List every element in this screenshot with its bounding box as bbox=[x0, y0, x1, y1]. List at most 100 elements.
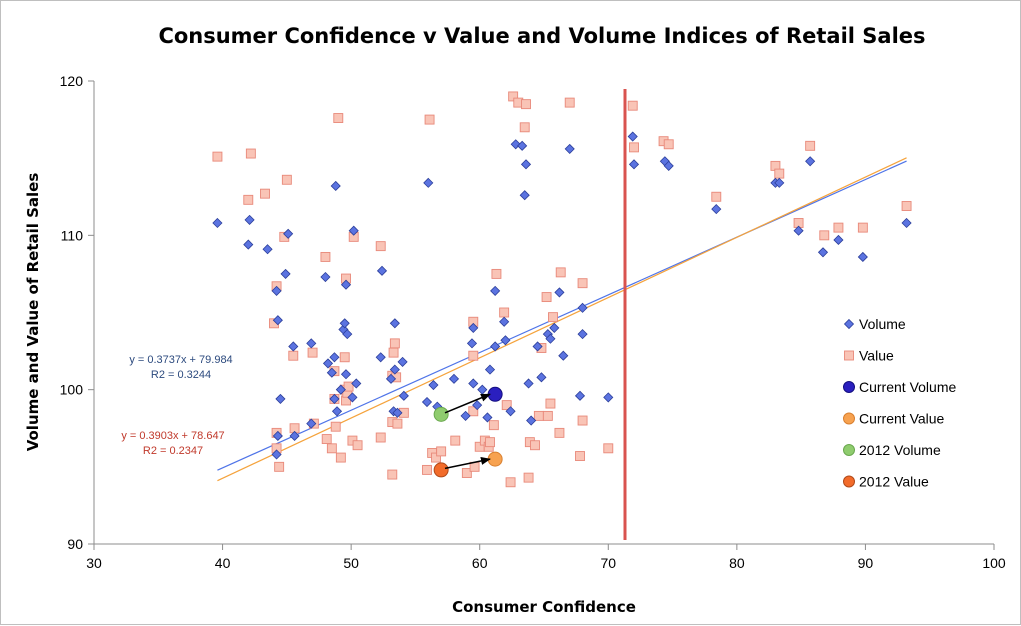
value-point bbox=[554, 427, 565, 438]
value-point bbox=[627, 100, 638, 111]
change-arrow bbox=[444, 393, 491, 414]
x-tick-label: 90 bbox=[858, 555, 874, 571]
volume-point bbox=[577, 329, 588, 340]
value-trend-equation: y = 0.3903x + 78.647 bbox=[121, 430, 224, 442]
value-point bbox=[901, 201, 912, 211]
value-point bbox=[375, 241, 386, 252]
value-trend-r2: R2 = 0.2347 bbox=[143, 445, 203, 457]
value-point bbox=[424, 114, 435, 125]
volume-point bbox=[280, 268, 291, 279]
volume-point bbox=[468, 322, 479, 333]
value-point bbox=[519, 122, 530, 133]
volume-point bbox=[375, 352, 386, 363]
value-point bbox=[575, 451, 585, 461]
volume-point bbox=[603, 392, 614, 403]
value-point bbox=[501, 400, 512, 411]
volume-point bbox=[484, 364, 496, 375]
y-tick-label: 90 bbox=[67, 536, 83, 552]
value-point bbox=[212, 151, 223, 162]
value-point bbox=[577, 415, 588, 426]
current-value-point bbox=[487, 451, 503, 467]
value-point bbox=[281, 174, 292, 185]
volume-point bbox=[306, 338, 317, 349]
legend-label-2012-volume: 2012 Volume bbox=[859, 442, 941, 458]
x-tick-label: 80 bbox=[729, 555, 745, 571]
value-point bbox=[603, 443, 614, 454]
2012-volume-point bbox=[433, 406, 449, 422]
volume-point bbox=[466, 338, 478, 349]
change-arrow bbox=[444, 457, 491, 470]
value-point bbox=[805, 140, 816, 151]
x-tick-label: 100 bbox=[982, 555, 1006, 571]
volume-point bbox=[472, 400, 483, 411]
volume-point bbox=[477, 384, 488, 395]
volume-point bbox=[523, 378, 534, 389]
volume-point bbox=[574, 390, 586, 401]
volume-point bbox=[482, 412, 493, 423]
legend-marker-current-value bbox=[843, 412, 855, 425]
volume-point bbox=[460, 410, 471, 421]
volume-point bbox=[428, 379, 439, 391]
volume-point bbox=[330, 180, 341, 192]
volume-point bbox=[817, 247, 829, 258]
volume-point bbox=[663, 160, 674, 171]
value-point bbox=[629, 142, 639, 153]
value-point bbox=[392, 418, 403, 429]
legend-marker-value bbox=[844, 350, 854, 361]
value-point bbox=[461, 468, 472, 478]
data-points bbox=[212, 91, 912, 488]
volume-point bbox=[306, 418, 317, 429]
value-point bbox=[388, 347, 399, 358]
value-point bbox=[326, 443, 337, 454]
value-point bbox=[245, 148, 256, 159]
value-point bbox=[468, 350, 479, 361]
value-point bbox=[663, 139, 674, 150]
value-point bbox=[333, 113, 344, 123]
value-point bbox=[274, 461, 285, 472]
volume-point bbox=[517, 140, 528, 151]
volume-point bbox=[774, 177, 785, 188]
x-tick-label: 30 bbox=[86, 555, 102, 571]
value-point bbox=[468, 406, 479, 417]
volume-point bbox=[385, 373, 397, 384]
volume-point bbox=[212, 217, 223, 229]
volume-point bbox=[448, 373, 460, 384]
volume-point bbox=[532, 341, 543, 352]
value-point bbox=[260, 188, 270, 199]
x-axis-title: Consumer Confidence bbox=[452, 598, 636, 616]
value-point bbox=[288, 350, 299, 361]
legend-label-current-value: Current Value bbox=[859, 411, 945, 427]
value-point bbox=[352, 440, 363, 451]
volume-point bbox=[505, 406, 516, 417]
volume-point bbox=[833, 234, 844, 246]
value-point bbox=[450, 435, 461, 446]
volume-point bbox=[397, 356, 408, 367]
value-point bbox=[555, 267, 566, 278]
value-point bbox=[530, 440, 540, 451]
volume-point bbox=[421, 396, 433, 408]
value-point bbox=[335, 452, 346, 463]
volume-point bbox=[577, 302, 588, 313]
value-point bbox=[485, 437, 495, 448]
volume-point bbox=[340, 369, 352, 380]
legend-marker-current-volume bbox=[843, 381, 855, 393]
volume-point bbox=[351, 378, 362, 389]
value-point bbox=[857, 222, 868, 233]
x-tick-label: 50 bbox=[343, 555, 359, 571]
volume-point bbox=[272, 430, 283, 442]
volume-point bbox=[329, 393, 340, 404]
chart-title: Consumer Confidence v Value and Volume I… bbox=[158, 24, 925, 48]
value-point bbox=[542, 410, 553, 421]
volume-point bbox=[243, 239, 254, 250]
volume-point bbox=[272, 315, 283, 326]
volume-point bbox=[490, 285, 501, 296]
volume-point bbox=[392, 407, 403, 418]
volume-point bbox=[389, 364, 400, 375]
volume-point bbox=[339, 318, 350, 329]
value-point bbox=[243, 194, 254, 205]
y-axis-title: Volume and Value of Retail Sales bbox=[24, 173, 42, 452]
value-point bbox=[343, 381, 354, 392]
value-point bbox=[523, 472, 534, 483]
legend-label-2012-value: 2012 Value bbox=[859, 474, 929, 490]
